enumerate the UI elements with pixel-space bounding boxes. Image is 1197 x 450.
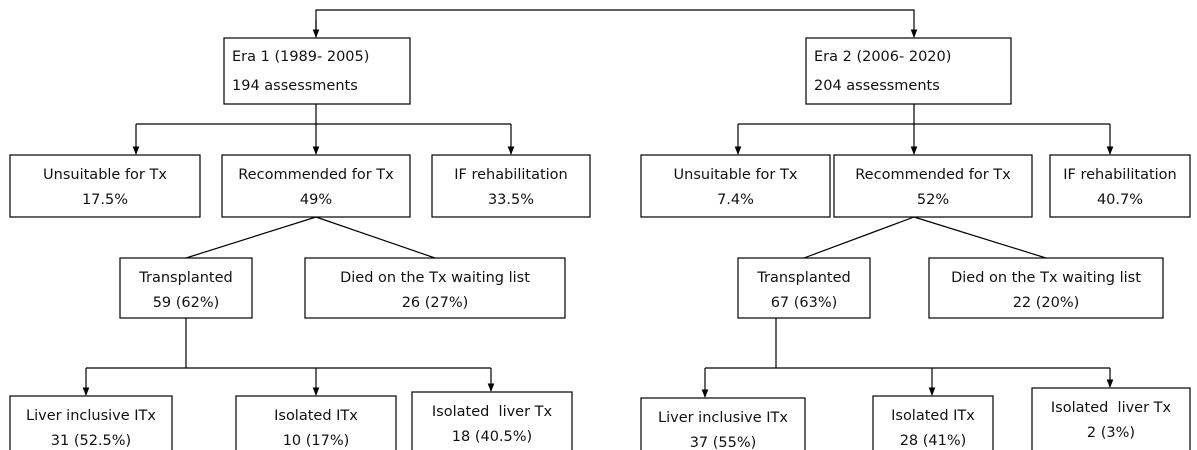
node-label: Died on the Tx waiting list [340,270,530,286]
node-label: IF rehabilitation [1063,167,1177,183]
node-label: Liver inclusive ITx [658,410,788,426]
node-box [9,154,201,218]
node-label: Recommended for Tx [238,167,394,183]
node-label: Died on the Tx waiting list [951,270,1141,286]
node-label: Unsuitable for Tx [43,167,167,183]
node-box [119,257,253,319]
node-value: 26 (27%) [402,295,469,311]
node-box [640,154,831,218]
node-label: Isolated liver Tx [432,404,553,420]
node-box [235,395,397,450]
node-box [833,154,1033,218]
node-label: Unsuitable for Tx [674,167,798,183]
node-value: 7.4% [717,192,754,208]
node-label: Transplanted [138,270,232,286]
connector [913,216,1047,259]
connector [185,216,317,259]
node-label: Recommended for Tx [855,167,1011,183]
node-box [872,395,994,450]
node-box [9,395,173,450]
node-box [411,391,573,450]
node-value: 40.7% [1097,192,1143,208]
era-subtitle: 194 assessments [232,78,358,94]
era-title: Era 1 (1989- 2005) [232,49,369,65]
node-box [304,257,566,319]
node-value: 67 (63%) [771,295,838,311]
node-value: 37 (55%) [690,435,757,450]
node-value: 28 (41%) [900,433,967,449]
node-value: 49% [300,192,332,208]
node-value: 22 (20%) [1013,295,1080,311]
node-box [737,257,871,319]
connector [315,216,436,259]
node-box [431,154,591,218]
node-label: Isolated ITx [274,408,358,424]
node-box [640,397,806,450]
era-box [223,37,411,105]
node-label: IF rehabilitation [454,167,568,183]
connector [803,216,915,259]
node-box [928,257,1164,319]
era-subtitle: 204 assessments [814,78,940,94]
node-value: 2 (3%) [1087,425,1135,441]
era-title: Era 2 (2006- 2020) [814,49,951,65]
node-label: Isolated liver Tx [1051,400,1172,416]
node-box [1049,154,1191,218]
connector [315,9,918,38]
node-box [1031,387,1191,450]
node-label: Isolated ITx [891,408,975,424]
node-value: 10 (17%) [283,433,350,449]
node-value: 59 (62%) [153,295,220,311]
node-value: 17.5% [82,192,128,208]
node-label: Liver inclusive ITx [26,408,156,424]
node-value: 52% [917,192,949,208]
node-value: 33.5% [488,192,534,208]
node-label: Transplanted [756,270,850,286]
node-value: 31 (52.5%) [51,433,131,449]
era-box [805,37,1012,105]
node-value: 18 (40.5%) [452,429,532,445]
